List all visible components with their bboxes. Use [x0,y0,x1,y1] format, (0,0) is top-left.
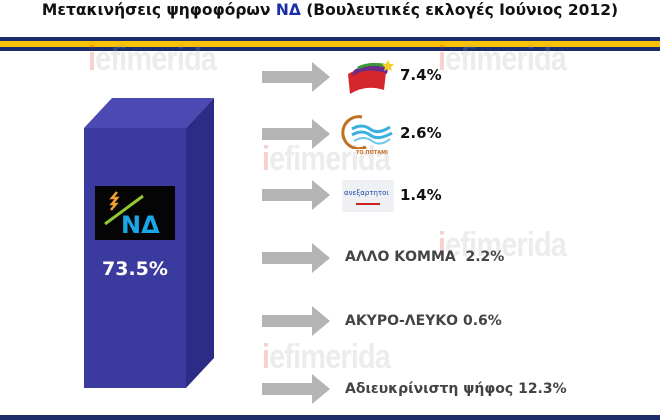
watermark: iefimerida [438,226,567,264]
box-side [186,98,214,388]
watermark: iefimerida [438,40,567,78]
nd-logo: ΝΔ [95,186,175,240]
syriza-value: 7.4% [400,66,442,84]
header-stripe-navy-top [0,37,660,41]
page-title: Μετακινήσεις ψηφοφόρων ΝΔ (Βουλευτικές ε… [41,1,619,19]
other-party-label: ΑΛΛΟ ΚΟΜΜΑ 2.2% [345,249,505,265]
header-stripe-yellow [0,41,660,47]
watermark: iefimerida [262,338,391,376]
anel-logo: ανεξαρτητοι [342,180,394,212]
arrow-icon [262,62,330,92]
potami-caption: ΤΟ ΠΟΤΑΜΙ [356,150,388,156]
potami-value: 2.6% [400,124,442,142]
undecided-label: Αδιευκρίνιστη ψήφος 12.3% [345,381,567,397]
arrow-icon [262,180,330,210]
arrow-icon [262,243,330,273]
header-stripe-navy-bottom [0,47,660,51]
arrow-icon [262,119,330,149]
potami-logo [341,115,393,149]
arrow-icon [262,374,330,404]
invalid-blank-label: ΑΚΥΡΟ-ΛΕΥΚΟ 0.6% [345,313,502,329]
syriza-flag-logo [348,60,394,94]
arrow-icon [262,306,330,336]
watermark: iefimerida [88,40,217,78]
box-front [84,128,186,388]
footer-stripe [0,415,660,420]
box-top [84,98,214,128]
nd-share-value: 73.5% [102,258,168,280]
anel-value: 1.4% [400,186,442,204]
watermark: iefimerida [262,140,391,178]
